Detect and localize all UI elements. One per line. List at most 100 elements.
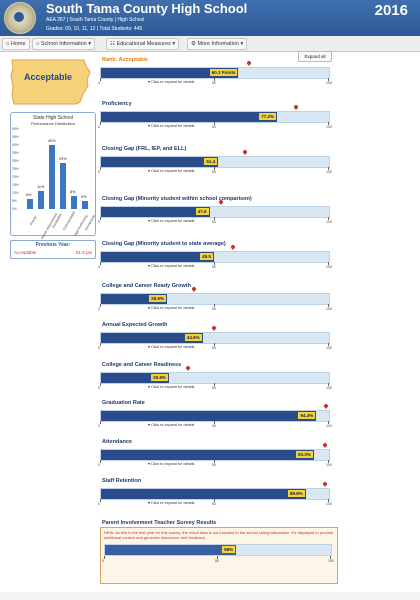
scale-tick [328, 304, 329, 307]
scale-tick [328, 167, 329, 170]
educational-measures-menu[interactable]: ☷ Educational Measures ▾ [106, 38, 180, 50]
expand-details-link[interactable]: ▾ Click to expand for details [148, 124, 195, 128]
measure-bar-track[interactable]: 28.9% [100, 293, 330, 305]
measure-scale: 0 50 100 [98, 262, 332, 269]
report-year: 2016 [374, 2, 408, 19]
distribution-value-label: 6% [26, 193, 32, 198]
measure-value: 93.3% [295, 451, 313, 458]
scale-tick-label: 50 [212, 346, 216, 350]
measure-bar-fill: 60.3 Points [101, 68, 239, 78]
more-information-menu[interactable]: ⚙ More Information ▾ [187, 38, 248, 50]
scale-tick-label: 0 [98, 170, 100, 174]
distribution-bar [38, 191, 44, 209]
previous-year-box: Previous Year: Acceptable 61.5 pts [10, 240, 96, 259]
scale-tick-label: 50 [212, 307, 216, 311]
measure-scale: 0 50 100 [98, 421, 332, 428]
school-information-menu[interactable]: ⌂ School Information ▾ [32, 38, 95, 50]
scale-tick [100, 167, 101, 170]
scale-tick [328, 78, 329, 81]
measure-scale: 0 50 100 [98, 499, 332, 506]
measure-bar-track[interactable]: 93.3% [100, 449, 330, 461]
scale-tick [214, 499, 215, 502]
measure-label: Attendance [102, 439, 132, 445]
scale-tick [100, 217, 101, 220]
measure-bar-track[interactable]: 47.6 [100, 206, 330, 218]
measure-scale: 0 50 100 [98, 304, 332, 311]
expand-all-button[interactable]: Expand all [298, 51, 332, 62]
survey-bar-track: 58% [104, 544, 332, 556]
distribution-subtitle: Performance Distribution [30, 121, 76, 126]
measure-bar-fill: 47.6 [101, 207, 210, 217]
home-button[interactable]: ⌂ Home [2, 38, 30, 50]
expand-details-link[interactable]: ▾ Click to expand for details [148, 462, 195, 466]
measure-value: 89.8% [287, 490, 305, 497]
measure-bar-fill: 28.9% [101, 294, 167, 304]
measure-value: 49.5 [200, 253, 213, 260]
measure-bar-track[interactable]: 94.4% [100, 410, 330, 422]
measure-bar-track[interactable]: 49.5 [100, 251, 330, 263]
expand-details-link[interactable]: ▾ Click to expand for details [148, 306, 195, 310]
scale-tick-label: 0 [98, 307, 100, 311]
scale-tick [217, 556, 218, 559]
measure-bar-track[interactable]: 44.6% [100, 332, 330, 344]
measure-scale: 0 50 100 [98, 343, 332, 350]
scale-tick [100, 499, 101, 502]
scale-tick [214, 122, 215, 125]
y-tick-label: 35% [12, 151, 19, 155]
scale-tick-label: 100 [326, 307, 332, 311]
expand-details-link[interactable]: ▾ Click to expand for details [148, 501, 195, 505]
scale-tick [100, 78, 101, 81]
school-info-line: AEA 267 | South Tama County | High Schoo… [46, 17, 145, 23]
scale-tick [214, 217, 215, 220]
scale-tick-label: 50 [215, 559, 219, 563]
distribution-bar [60, 162, 66, 209]
expand-details-link[interactable]: ▾ Click to expand for details [148, 345, 195, 349]
scale-tick-label: 50 [212, 220, 216, 224]
measure-scale: 0 50 100 [98, 217, 332, 224]
measure-bar-track[interactable]: 51.4 [100, 156, 330, 168]
measure-bar-track[interactable]: 77.2% [100, 111, 330, 123]
scale-tick-label: 100 [326, 386, 332, 390]
scale-tick [214, 421, 215, 424]
state-average-marker-icon [210, 325, 217, 331]
previous-year-title: Previous Year: [35, 242, 71, 248]
scale-tick-label: 100 [326, 463, 332, 467]
scale-tick-label: 0 [98, 265, 100, 269]
scale-tick-label: 0 [98, 386, 100, 390]
survey-scale: 0 50 100 [102, 556, 334, 563]
measure-value: 28.9% [149, 295, 166, 302]
measure-label: Rank: Acceptable [102, 57, 148, 63]
measure-bar-fill: 29.8% [101, 373, 169, 383]
scale-tick-label: 0 [98, 220, 100, 224]
measure-bar-track[interactable]: 29.8% [100, 372, 330, 384]
measure-value: 51.4 [204, 158, 218, 165]
measure-bar-track[interactable]: 60.3 Points [100, 67, 330, 79]
scale-tick-label: 50 [212, 463, 216, 467]
previous-year-rating: Acceptable [14, 250, 37, 255]
expand-details-link[interactable]: ▾ Click to expand for details [148, 423, 195, 427]
expand-details-link[interactable]: ▾ Click to expand for details [148, 219, 195, 223]
measure-value: 44.6% [184, 334, 202, 341]
expand-details-link[interactable]: ▾ Click to expand for details [148, 385, 195, 389]
measure-bar-track[interactable]: 89.8% [100, 488, 330, 500]
state-average-marker-icon [321, 481, 328, 487]
scale-tick-label: 100 [326, 502, 332, 506]
measure-bar-fill: 51.4 [101, 157, 219, 167]
measure-scale: 0 50 100 [98, 167, 332, 174]
scale-tick [100, 460, 101, 463]
measure-value: 77.2% [259, 113, 277, 120]
survey-bar-fill: 58% [105, 545, 237, 555]
scale-tick-label: 100 [326, 220, 332, 224]
survey-title: Parent Involvement Teacher Survey Result… [102, 520, 217, 526]
scale-tick [328, 421, 329, 424]
expand-details-link[interactable]: ▾ Click to expand for details [148, 264, 195, 268]
scale-tick-label: 100 [326, 424, 332, 428]
measure-label: College and Career Ready Growth [102, 283, 191, 289]
scale-tick [100, 122, 101, 125]
expand-details-link[interactable]: ▾ Click to expand for details [148, 169, 195, 173]
scale-tick-label: 50 [212, 502, 216, 506]
school-seal-icon [4, 2, 36, 34]
expand-details-link[interactable]: ▾ Click to expand for details [148, 80, 195, 84]
state-average-marker-icon [217, 199, 224, 205]
measure-value: 47.6 [195, 208, 209, 215]
